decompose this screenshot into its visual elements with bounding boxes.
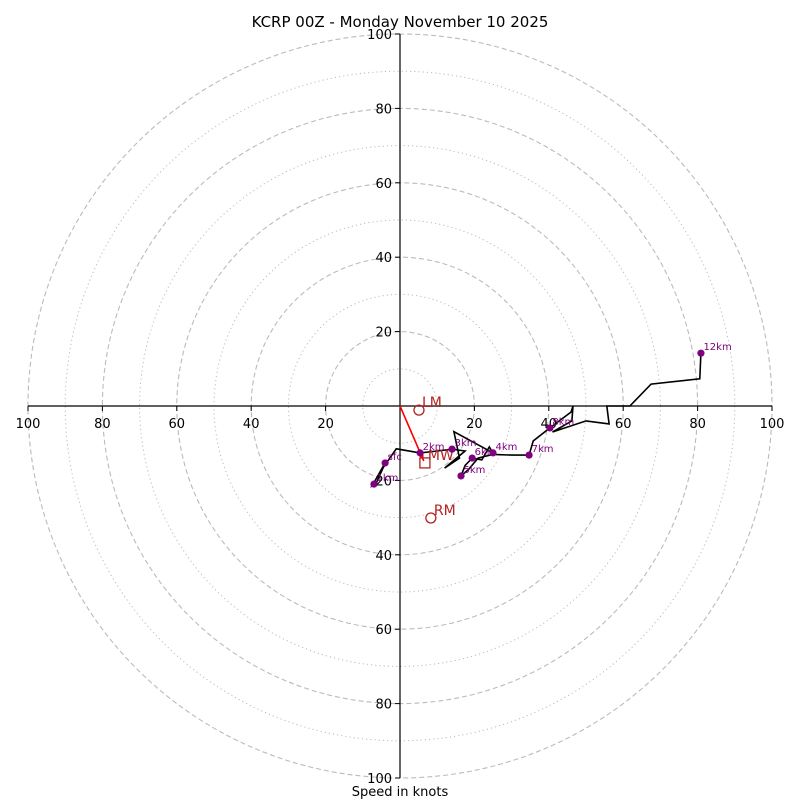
height-label-4km: 4km bbox=[496, 442, 518, 453]
y-tick-label: 20 bbox=[375, 326, 392, 341]
y-tick-label: 40 bbox=[375, 251, 392, 266]
height-marker-1km bbox=[370, 480, 378, 488]
y-tick-label: 20 bbox=[375, 474, 392, 489]
storm-motion-lm-marker bbox=[413, 404, 425, 416]
storm-motion-lm-label: LM bbox=[422, 395, 442, 411]
height-label-7km: 7km bbox=[532, 444, 554, 455]
chart-title: KCRP 00Z - Monday November 10 2025 bbox=[252, 13, 549, 31]
height-marker-3km bbox=[448, 445, 456, 453]
hodograph-trace bbox=[370, 353, 702, 488]
height-label-8km: 8km bbox=[552, 417, 574, 428]
height-label-12km: 12km bbox=[703, 342, 731, 353]
height-marker-5km bbox=[457, 472, 465, 480]
height-marker-sfc bbox=[381, 459, 389, 467]
y-tick-label: 80 bbox=[375, 698, 392, 713]
x-tick-label: 20 bbox=[317, 417, 334, 432]
storm-motions: LM MW RM bbox=[399, 395, 456, 524]
height-marker-8km bbox=[546, 424, 554, 432]
storm-motion-mw-marker bbox=[419, 457, 431, 469]
height-label-5km: 5km bbox=[464, 465, 486, 476]
y-tick-label: 40 bbox=[375, 549, 392, 564]
x-tick-label: 60 bbox=[615, 417, 632, 432]
x-tick-label: 80 bbox=[689, 417, 706, 432]
height-label-1km: 1km bbox=[376, 473, 398, 484]
storm-motion-mw-label: MW bbox=[428, 448, 454, 464]
y-tick-label: 100 bbox=[367, 772, 392, 787]
height-marker-4km bbox=[489, 449, 497, 457]
x-tick-label: 40 bbox=[243, 417, 260, 432]
x-tick-label: 100 bbox=[760, 417, 785, 432]
x-tick-label: 20 bbox=[466, 417, 483, 432]
hodograph-line bbox=[370, 353, 702, 488]
height-marker-6km bbox=[468, 454, 476, 462]
y-tick-label: 100 bbox=[367, 28, 392, 43]
x-tick-label: 80 bbox=[94, 417, 111, 432]
height-markers: sfc 1km 2km 3km 4km 5km 6km 7km 8km 12km bbox=[370, 342, 732, 488]
y-tick-label: 60 bbox=[375, 623, 392, 638]
x-tick-label: 100 bbox=[16, 417, 41, 432]
axis-ticks: 100 80 60 40 20 20 40 60 80 100100806040202040608… bbox=[16, 28, 785, 787]
height-label-sfc: sfc bbox=[388, 452, 402, 463]
height-marker-2km bbox=[416, 449, 424, 457]
storm-motion-rm-label: RM bbox=[434, 503, 456, 519]
storm-motion-rm-marker bbox=[425, 512, 437, 524]
height-label-6km: 6km bbox=[475, 447, 497, 458]
height-label-2km: 2km bbox=[423, 442, 445, 453]
height-marker-12km bbox=[697, 349, 705, 357]
height-label-3km: 3km bbox=[455, 438, 477, 449]
y-tick-label: 80 bbox=[375, 102, 392, 117]
x-tick-label: 60 bbox=[169, 417, 186, 432]
y-tick-label: 60 bbox=[375, 177, 392, 192]
height-marker-7km bbox=[525, 451, 533, 459]
x-axis-label: Speed in knots bbox=[352, 785, 449, 800]
